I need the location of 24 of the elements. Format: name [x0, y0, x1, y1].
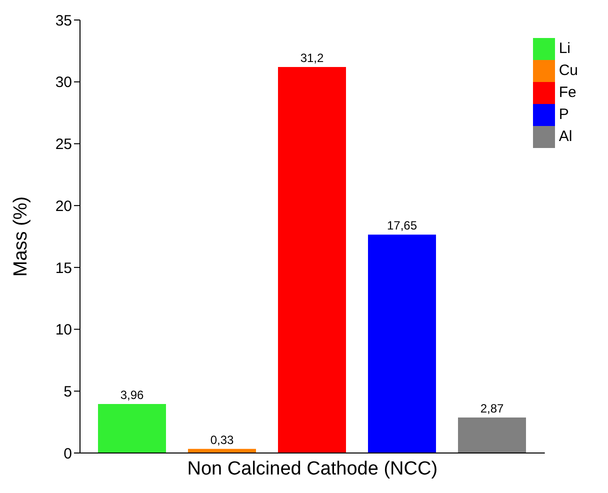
- y-tick-label: 15: [55, 260, 72, 277]
- bar: [458, 417, 526, 453]
- y-tick-label: 0: [64, 445, 72, 462]
- data-label: 0,33: [210, 432, 234, 447]
- y-tick-label: 35: [55, 12, 72, 30]
- y-tick-label: 30: [55, 74, 72, 92]
- data-label: 2,87: [480, 401, 504, 416]
- y-tick-label: 20: [55, 198, 72, 215]
- legend-label: Fe: [558, 84, 576, 101]
- y-tick-label: 10: [55, 322, 72, 339]
- legend-label: P: [558, 106, 569, 123]
- bar: [278, 67, 346, 453]
- bar: [98, 404, 166, 453]
- data-label: 17,65: [386, 218, 418, 233]
- y-axis-title: Mass (%): [10, 196, 32, 277]
- legend-label: Li: [558, 40, 570, 57]
- bar: [368, 234, 436, 453]
- y-tick-label: 5: [64, 383, 72, 400]
- x-tick-label: Non Calcined Cathode (NCC): [187, 458, 438, 480]
- y-tick-label: 25: [55, 136, 72, 154]
- legend-label: Cu: [558, 62, 578, 79]
- data-label: 3,96: [120, 388, 144, 402]
- legend-label: Al: [558, 128, 572, 145]
- data-label: 31,2: [300, 51, 324, 66]
